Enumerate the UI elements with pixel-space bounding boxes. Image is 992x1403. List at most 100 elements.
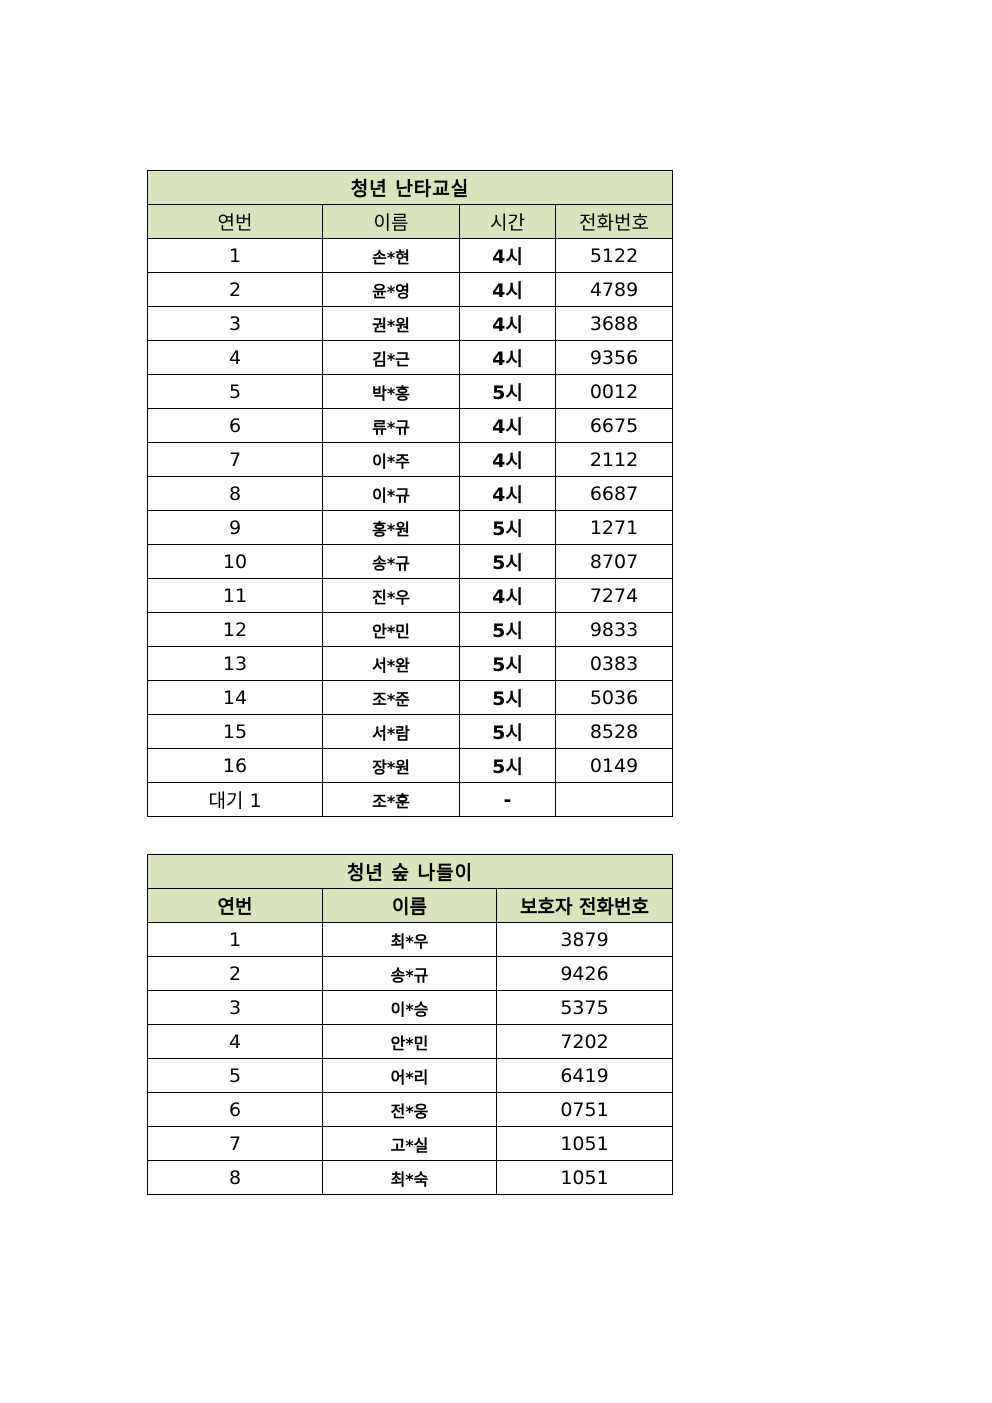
table-row: 8 이*규 4시 6687: [147, 476, 673, 511]
column-header-phone: 전화번호: [555, 204, 673, 239]
cell-phone: 8528: [555, 714, 673, 749]
cell-number: 1: [147, 922, 323, 957]
cell-name: 조*준: [322, 680, 460, 715]
cell-guardian-phone: 5375: [496, 990, 673, 1025]
cell-time: 4시: [459, 442, 556, 477]
cell-name: 전*웅: [322, 1092, 497, 1127]
table-row: 3 이*승 5375: [147, 990, 673, 1025]
table-row: 5 어*리 6419: [147, 1058, 673, 1093]
cell-phone: 0012: [555, 374, 673, 409]
cell-time: 5시: [459, 680, 556, 715]
youth-forest-outing-table: 청년 숲 나들이 연번 이름 보호자 전화번호 1 최*우 3879 2 송*규 9426…: [147, 854, 673, 1195]
column-header-number: 연번: [147, 204, 323, 239]
cell-guardian-phone: 6419: [496, 1058, 673, 1093]
cell-time: 5시: [459, 510, 556, 545]
table-row: 대기 1 조*훈 -: [147, 782, 673, 817]
cell-number: 15: [147, 714, 323, 749]
cell-time: 4시: [459, 476, 556, 511]
cell-time: 5시: [459, 544, 556, 579]
cell-guardian-phone: 0751: [496, 1092, 673, 1127]
table-row: 2 송*규 9426: [147, 956, 673, 991]
table-row: 12 안*민 5시 9833: [147, 612, 673, 647]
cell-number: 3: [147, 306, 323, 341]
cell-number: 10: [147, 544, 323, 579]
table-row: 8 최*숙 1051: [147, 1160, 673, 1195]
cell-name: 이*주: [322, 442, 460, 477]
cell-name: 안*민: [322, 1024, 497, 1059]
cell-name: 진*우: [322, 578, 460, 613]
cell-phone: [555, 782, 673, 817]
cell-phone: 8707: [555, 544, 673, 579]
column-header-name: 이름: [322, 204, 460, 239]
cell-number: 5: [147, 374, 323, 409]
cell-phone: 6675: [555, 408, 673, 443]
cell-number: 3: [147, 990, 323, 1025]
cell-phone: 9356: [555, 340, 673, 375]
cell-name: 송*규: [322, 956, 497, 991]
column-header-time: 시간: [459, 204, 556, 239]
table-row: 2 윤*영 4시 4789: [147, 272, 673, 307]
cell-number: 8: [147, 1160, 323, 1195]
cell-number: 8: [147, 476, 323, 511]
cell-number: 1: [147, 238, 323, 273]
cell-phone: 7274: [555, 578, 673, 613]
cell-phone: 6687: [555, 476, 673, 511]
cell-number: 12: [147, 612, 323, 647]
cell-name: 최*우: [322, 922, 497, 957]
table-row: 6 전*웅 0751: [147, 1092, 673, 1127]
table-row: 15 서*람 5시 8528: [147, 714, 673, 749]
cell-name: 서*완: [322, 646, 460, 681]
table-row: 9 홍*원 5시 1271: [147, 510, 673, 545]
cell-name: 조*훈: [322, 782, 460, 817]
cell-number: 7: [147, 1126, 323, 1161]
table-title: 청년 숲 나들이: [147, 854, 673, 889]
cell-time: 4시: [459, 272, 556, 307]
table-row: 7 고*실 1051: [147, 1126, 673, 1161]
table-row: 5 박*홍 5시 0012: [147, 374, 673, 409]
cell-guardian-phone: 7202: [496, 1024, 673, 1059]
cell-number: 16: [147, 748, 323, 783]
cell-time: -: [459, 782, 556, 817]
cell-number: 2: [147, 272, 323, 307]
table-row: 7 이*주 4시 2112: [147, 442, 673, 477]
cell-phone: 4789: [555, 272, 673, 307]
cell-time: 4시: [459, 408, 556, 443]
table-row: 14 조*준 5시 5036: [147, 680, 673, 715]
cell-phone: 1271: [555, 510, 673, 545]
cell-time: 4시: [459, 578, 556, 613]
table-row: 4 안*민 7202: [147, 1024, 673, 1059]
cell-name: 서*람: [322, 714, 460, 749]
cell-number: 9: [147, 510, 323, 545]
column-header-name: 이름: [322, 888, 497, 923]
cell-time: 5시: [459, 748, 556, 783]
cell-name: 이*승: [322, 990, 497, 1025]
column-header-number: 연번: [147, 888, 323, 923]
cell-name: 권*원: [322, 306, 460, 341]
cell-time: 5시: [459, 612, 556, 647]
cell-name: 최*숙: [322, 1160, 497, 1195]
table-row: 13 서*완 5시 0383: [147, 646, 673, 681]
cell-phone: 0383: [555, 646, 673, 681]
cell-phone: 3688: [555, 306, 673, 341]
cell-name: 박*홍: [322, 374, 460, 409]
cell-name: 장*원: [322, 748, 460, 783]
cell-phone: 5036: [555, 680, 673, 715]
cell-name: 고*실: [322, 1126, 497, 1161]
cell-guardian-phone: 3879: [496, 922, 673, 957]
table-row: 16 장*원 5시 0149: [147, 748, 673, 783]
cell-number: 13: [147, 646, 323, 681]
cell-number: 7: [147, 442, 323, 477]
cell-guardian-phone: 9426: [496, 956, 673, 991]
cell-guardian-phone: 1051: [496, 1160, 673, 1195]
cell-number: 2: [147, 956, 323, 991]
cell-time: 4시: [459, 238, 556, 273]
cell-guardian-phone: 1051: [496, 1126, 673, 1161]
cell-number: 4: [147, 1024, 323, 1059]
cell-time: 4시: [459, 306, 556, 341]
cell-number: 5: [147, 1058, 323, 1093]
cell-time: 4시: [459, 340, 556, 375]
cell-number: 4: [147, 340, 323, 375]
cell-phone: 0149: [555, 748, 673, 783]
cell-number: 6: [147, 1092, 323, 1127]
table-row: 4 김*근 4시 9356: [147, 340, 673, 375]
